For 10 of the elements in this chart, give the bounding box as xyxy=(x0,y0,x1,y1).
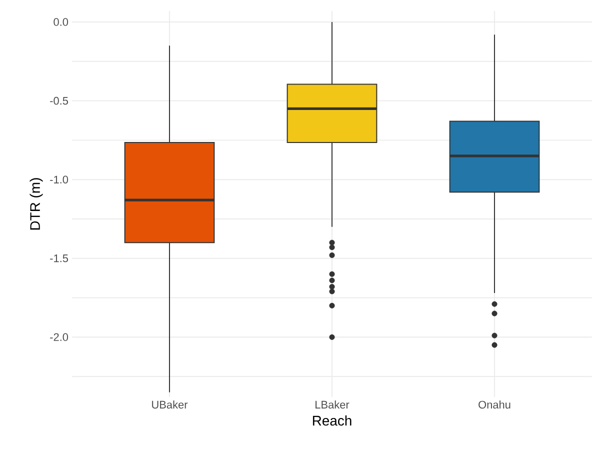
y-tick-label: -1.0 xyxy=(50,176,68,184)
x-tick-label: Onahu xyxy=(478,400,510,409)
x-tick-label: LBaker xyxy=(316,400,350,409)
y-tick-label: -0.5 xyxy=(50,96,68,105)
x-axis-title: Reach xyxy=(312,415,352,426)
y-axis-title: DTR (m) xyxy=(30,178,43,230)
y-tick-label: -1.5 xyxy=(50,254,68,262)
y-tick-label: -2.0 xyxy=(50,333,68,342)
y-tick-label: 0.0 xyxy=(54,18,68,26)
x-tick-label: UBaker xyxy=(152,400,188,409)
